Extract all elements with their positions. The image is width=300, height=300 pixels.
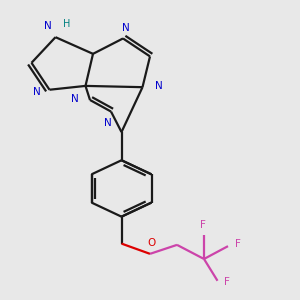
Text: N: N — [71, 94, 79, 104]
Text: F: F — [200, 220, 206, 230]
Text: N: N — [44, 21, 52, 32]
Text: N: N — [122, 23, 130, 33]
Text: F: F — [235, 238, 241, 249]
Text: N: N — [33, 87, 41, 97]
Text: N: N — [155, 81, 163, 91]
Text: F: F — [224, 277, 230, 287]
Text: N: N — [104, 118, 112, 128]
Text: O: O — [147, 238, 156, 248]
Text: H: H — [63, 19, 70, 29]
